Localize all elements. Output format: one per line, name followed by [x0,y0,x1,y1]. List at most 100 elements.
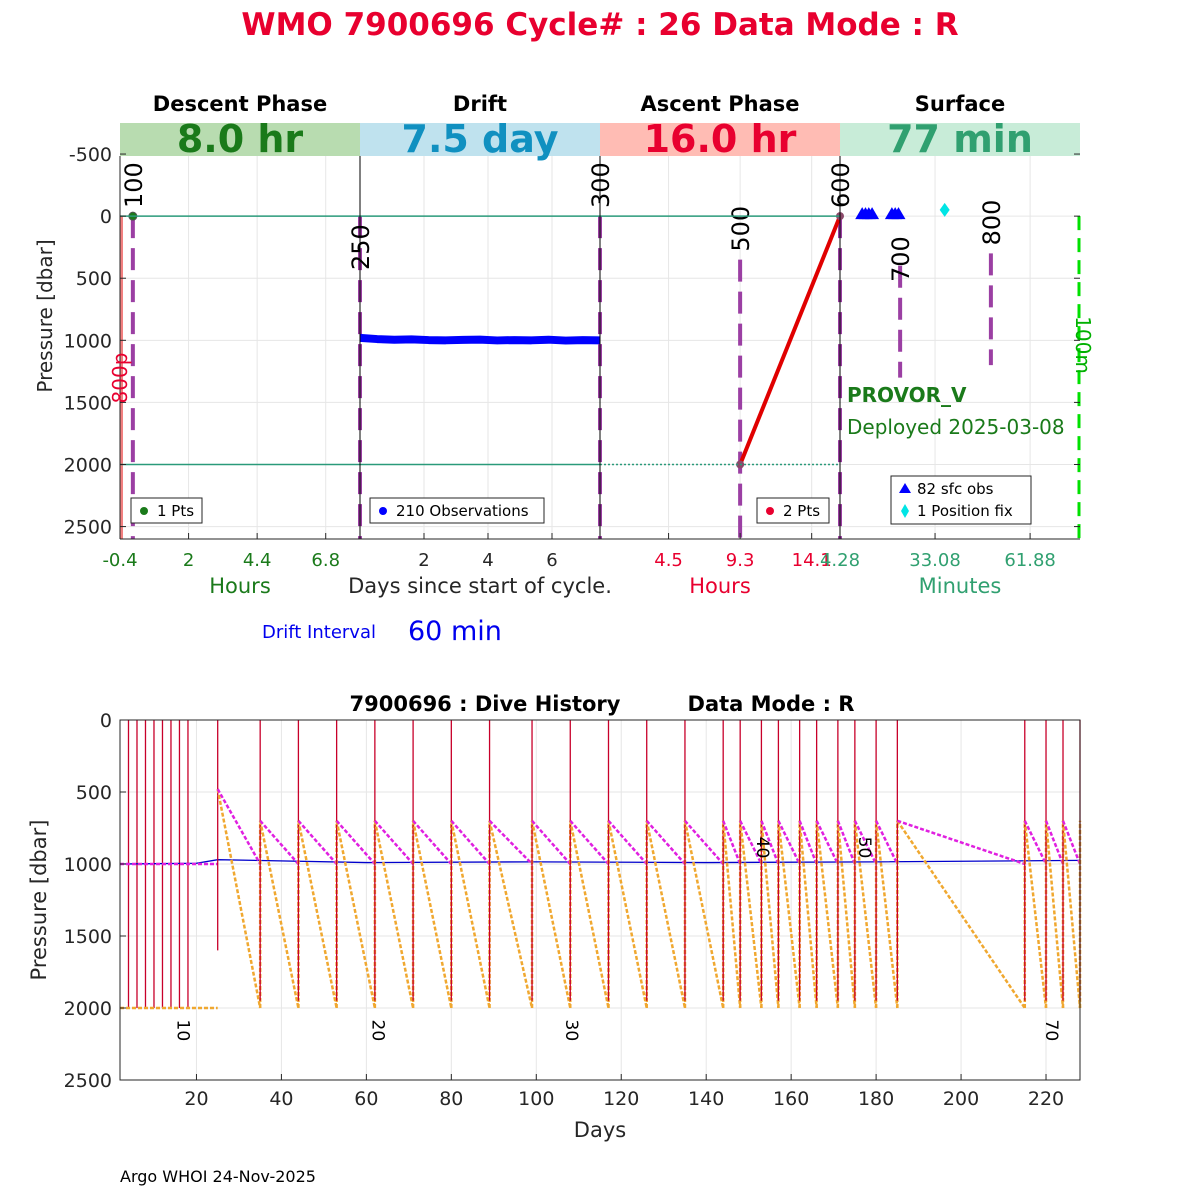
cycle-marker-label: 100 [120,162,148,208]
legend-label: 1 Pts [157,502,194,520]
cycle-x-tick-label: 9.3 [726,550,755,571]
history-marks: 10 20 30 40 50 70 [119,720,1082,1042]
drift-observations [359,333,601,345]
history-descent-trace [450,820,491,1009]
legend-swatch [899,483,911,493]
history-cycle-label: 50 [854,837,874,859]
cycle-x-tick-label: 4.5 [654,550,683,571]
cycle-y-tick-label: 500 [76,268,112,290]
cycle-x-tick-label: 61.88 [1004,550,1056,571]
history-park-trace [896,819,1026,866]
cycle-x-tick-label: 33.08 [909,550,961,571]
history-park-trace [569,819,610,865]
history-cycle-label: 20 [368,1020,388,1042]
legend-label: 210 Observations [396,502,529,520]
history-y-tick-label: 1000 [64,854,112,876]
cycle-axes: -0.4 2 4.4 6.8 Hours 2 4 6 4.5 9.3 14.1 Hours 4.28 33… [64,144,1080,598]
cycle-x-tick-label: 6 [546,550,557,571]
cycle-marker-label: 800 [978,200,1006,246]
cycle-marker-label: 250 [347,224,375,270]
page-title: WMO 7900696 Cycle# : 26 Data Mode : R [241,7,958,43]
drift-interval-label: Drift Interval [262,622,376,643]
history-descent-trace [874,820,899,1009]
history-y-tick-label: 0 [100,710,112,732]
history-x-tick-label: 120 [603,1088,639,1110]
descent-edge-bar [120,216,123,539]
history-descent-trace [607,820,648,1009]
history-descent-trace [853,820,878,1009]
history-park-trace [836,820,857,865]
history-x-tick-label: 180 [858,1088,894,1110]
history-park-trace [216,788,262,865]
history-park-trace [798,820,818,865]
history-descent-trace [530,820,572,1009]
history-park-trace [297,819,338,865]
legend-box [890,475,1032,525]
history-y-tick-label: 1500 [64,926,112,948]
history-descent-trace [335,820,377,1009]
history-x-tick-label: 220 [1028,1088,1064,1110]
history-park-trace [760,820,780,865]
cycle-x-tick-label: 2 [183,550,194,571]
cycle-x-tick-label: -0.4 [102,550,137,571]
legend-swatch [379,507,387,515]
cycle-legends: 1 Pts 210 Observations 2 Pts 82 sfc obs 1 Po… [130,475,1032,525]
phase-axis-label: Minutes [919,574,1002,598]
history-y-axis-label: Pressure [dbar] [27,820,51,981]
drift-interval-value: 60 min [408,616,502,647]
cycle-x-axis-label: Days since start of cycle. [348,574,612,598]
history-descent-trace [721,820,742,1009]
phase-duration: 7.5 day [402,117,559,161]
history-descent-trace [569,820,610,1009]
history-cycle-label: 10 [172,1020,192,1042]
cycle-y-tick-label: 1500 [64,392,112,414]
cycle-marker-label: 500 [727,206,755,252]
history-cycle-label: 30 [561,1020,581,1042]
history-park-trace [874,820,899,865]
history-park-trace [373,819,415,865]
cycle-y-tick-label: 1000 [64,330,112,352]
history-descent-trace [373,820,415,1009]
cycle-marker-label: 700 [887,236,915,282]
cycle-y-tick-label: 2000 [64,454,112,476]
phase-duration: 8.0 hr [177,117,304,161]
history-park-trace [722,820,742,865]
history-descent-trace [1023,820,1048,1009]
history-cycle-label: 40 [752,837,772,859]
history-x-tick-label: 20 [184,1088,208,1110]
history-park-trace [412,819,453,865]
history-data-mode: Data Mode : R [688,692,855,716]
history-descent-trace [1044,820,1065,1009]
phase-title: Drift [453,92,507,116]
phase-band [120,123,360,156]
history-drift-line [119,859,1081,865]
cycle-marker-label: 600 [827,162,855,208]
history-frame [119,719,1081,1081]
cycle-y-tick-label: 2500 [64,517,112,539]
history-descent-trace [411,820,453,1009]
history-x-tick-label: 200 [943,1088,979,1110]
right-annotation: 100m [1071,316,1095,374]
history-x-tick-label: 160 [773,1088,809,1110]
history-grid [120,719,1080,1081]
phase-axis-label: Hours [689,574,751,598]
cycle-x-tick-label: 4 [482,550,493,571]
phase-duration: 77 min [887,117,1033,161]
cycle-x-tick-label: 6.8 [311,550,340,571]
surface-obs-marker [891,207,906,220]
history-descent-trace [798,820,818,1009]
phase-band [840,123,1080,156]
history-y-tick-label: 500 [76,782,112,804]
history-park-trace [488,819,533,865]
history-x-tick-label: 100 [518,1088,554,1110]
position-fix-marker [939,202,950,217]
phase-axis-label: Hours [209,574,271,598]
history-descent-trace [815,820,840,1009]
history-park-trace [815,820,839,865]
history-descent-trace [645,820,687,1009]
history-descent-trace [760,820,780,1009]
phase-title: Ascent Phase [641,92,800,116]
